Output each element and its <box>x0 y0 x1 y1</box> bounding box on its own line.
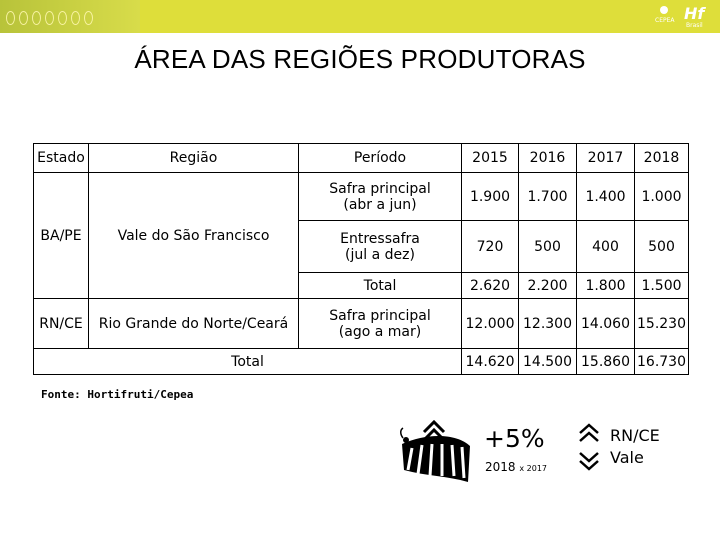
header-year: 2018 <box>634 143 689 173</box>
banner-illustration <box>0 0 140 33</box>
value-cell: 1.800 <box>576 272 635 299</box>
header-year: 2016 <box>518 143 577 173</box>
seed-icon <box>58 11 67 25</box>
value-cell: 1.700 <box>518 172 577 221</box>
regiao-cell: Vale do São Francisco <box>88 172 299 299</box>
header-periodo: Período <box>298 143 462 173</box>
value-cell: 500 <box>518 220 577 273</box>
periodo-total-cell: Total <box>298 272 462 299</box>
total-label-cell: Total <box>33 348 462 375</box>
legend-down-label: Vale <box>610 448 644 467</box>
table-row: BA/PE Vale do São Francisco Safra princi… <box>33 172 689 299</box>
value-cell: 1.500 <box>634 272 689 299</box>
legend-arrows <box>579 423 599 471</box>
value-cell: 1.900 <box>461 172 519 221</box>
seed-icon <box>84 11 93 25</box>
estado-cell: RN/CE <box>33 298 89 349</box>
growth-percent: +5% <box>484 424 545 453</box>
seed-icon <box>32 11 41 25</box>
logos: CEPEA Hf Brasil <box>652 2 712 30</box>
value-cell: 2.200 <box>518 272 577 299</box>
hf-logo-sub: Brasil <box>686 22 703 29</box>
table-total-row: Total 14.620 14.500 15.860 16.730 <box>33 348 689 375</box>
cepea-logo-icon <box>660 6 668 14</box>
seed-icon <box>6 11 15 25</box>
value-cell: 2.620 <box>461 272 519 299</box>
header-year: 2015 <box>461 143 519 173</box>
value-cell: 1.400 <box>576 172 635 221</box>
double-chevron-up-icon <box>579 423 599 442</box>
value-cell: 720 <box>461 220 519 273</box>
value-cell: 14.060 <box>576 298 635 349</box>
growth-comparison: 2018 x 2017 <box>485 460 547 474</box>
field-growth-icon <box>400 419 470 482</box>
table-row: RN/CE Rio Grande do Norte/Ceará Safra pr… <box>33 298 689 349</box>
page-title: ÁREA DAS REGIÕES PRODUTORAS <box>134 44 586 74</box>
source-note: Fonte: Hortifruti/Cepea <box>41 388 194 401</box>
table-header-row: Estado Região Período 2015 2016 2017 201… <box>33 143 689 173</box>
header-estado: Estado <box>33 143 89 173</box>
legend-up-label: RN/CE <box>610 426 660 445</box>
production-area-table: Estado Região Período 2015 2016 2017 201… <box>33 143 689 375</box>
header-regiao: Região <box>88 143 299 173</box>
top-banner: CEPEA Hf Brasil <box>0 0 720 33</box>
seed-icon <box>71 11 80 25</box>
value-cell: 15.230 <box>634 298 689 349</box>
comparison-rest: x 2017 <box>519 464 548 473</box>
total-value-cell: 14.500 <box>518 348 577 375</box>
value-cell: 400 <box>576 220 635 273</box>
comparison-year: 2018 <box>485 460 516 474</box>
cepea-logo-text: CEPEA <box>655 17 675 24</box>
periodo-cell: Entressafra (jul a dez) <box>298 220 462 273</box>
estado-cell: BA/PE <box>33 172 89 299</box>
periodo-cell: Safra principal (abr a jun) <box>298 172 462 221</box>
header-year: 2017 <box>576 143 635 173</box>
value-cell: 12.000 <box>461 298 519 349</box>
double-chevron-down-icon <box>579 452 599 471</box>
seed-icon <box>45 11 54 25</box>
seed-icon <box>19 11 28 25</box>
hf-logo: Hf <box>684 4 705 23</box>
value-cell: 1.000 <box>634 172 689 221</box>
total-value-cell: 15.860 <box>576 348 635 375</box>
total-value-cell: 16.730 <box>634 348 689 375</box>
total-value-cell: 14.620 <box>461 348 519 375</box>
table-row: Entressafra (jul a dez) 720 500 400 500 <box>34 220 689 273</box>
value-cell: 12.300 <box>518 298 577 349</box>
value-cell: 500 <box>634 220 689 273</box>
regiao-cell: Rio Grande do Norte/Ceará <box>88 298 299 349</box>
periodo-cell: Safra principal (ago a mar) <box>298 298 462 349</box>
legend: RN/CE Vale <box>610 425 660 469</box>
